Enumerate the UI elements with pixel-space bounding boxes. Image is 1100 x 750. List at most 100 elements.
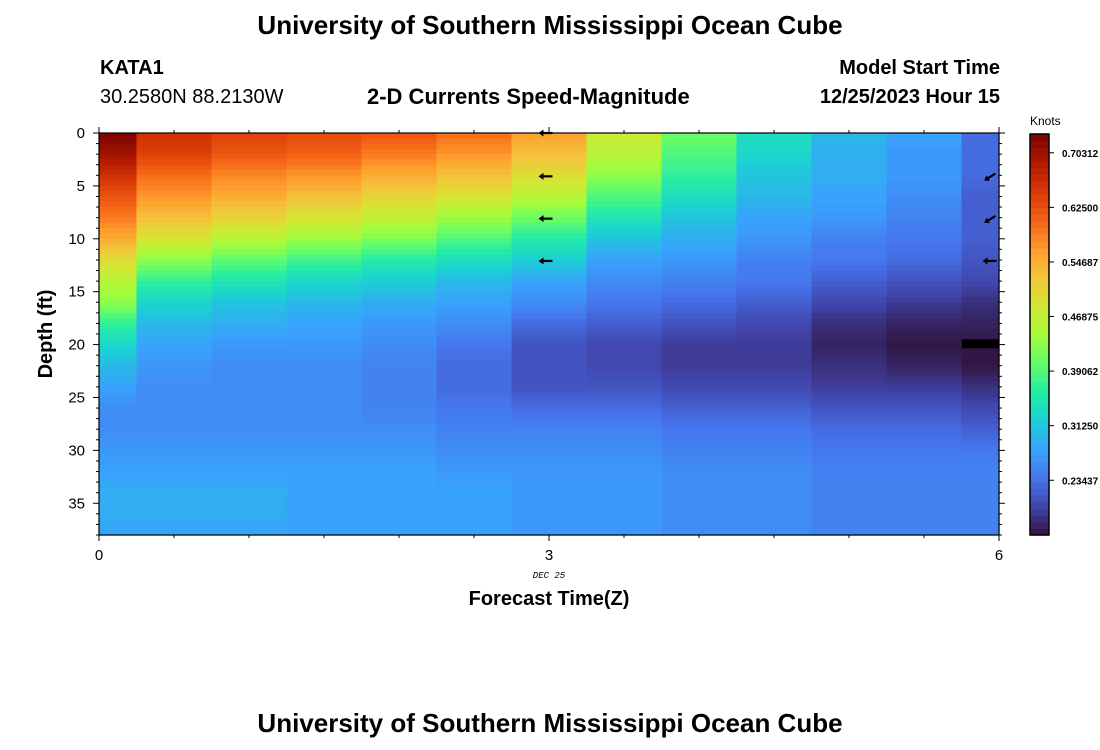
heatmap-cell xyxy=(661,323,738,330)
heatmap-cell xyxy=(811,476,888,483)
heatmap-cell xyxy=(961,249,1000,256)
heatmap-cell xyxy=(736,497,813,504)
heatmap-cell xyxy=(961,175,1000,182)
heatmap-cell xyxy=(961,312,1000,319)
heatmap-cell xyxy=(286,254,363,261)
heatmap-cell xyxy=(211,508,288,515)
colorbar-swatch xyxy=(1030,187,1049,195)
heatmap-cell xyxy=(736,133,813,139)
heatmap-cell xyxy=(136,365,213,372)
colorbar-swatch xyxy=(1030,374,1049,382)
heatmap-cell xyxy=(511,138,588,145)
heatmap-cell xyxy=(586,265,663,272)
heatmap-cell xyxy=(736,233,813,240)
heatmap-cell xyxy=(811,201,888,208)
heatmap-cell xyxy=(511,185,588,192)
heatmap-cell xyxy=(511,413,588,420)
heatmap-cell xyxy=(736,455,813,462)
heatmap-cell xyxy=(99,138,138,145)
heatmap-cell xyxy=(361,312,438,319)
heatmap-cell xyxy=(211,164,288,171)
heatmap-cell xyxy=(99,386,138,393)
heatmap-cell xyxy=(136,244,213,250)
heatmap-cell xyxy=(811,291,888,298)
heatmap-cell xyxy=(736,228,813,235)
heatmap-cell xyxy=(99,170,138,176)
heatmap-cell xyxy=(286,455,363,462)
heatmap-cell xyxy=(886,466,963,473)
heatmap-cell xyxy=(511,450,588,457)
heatmap-cell xyxy=(661,381,738,388)
heatmap-cell xyxy=(286,281,363,287)
heatmap-cell xyxy=(361,138,438,145)
heatmap-cell xyxy=(736,222,813,229)
heatmap-cell xyxy=(811,207,888,213)
heatmap-cell xyxy=(736,159,813,166)
heatmap-cell xyxy=(886,180,963,187)
heatmap-cell xyxy=(586,386,663,393)
colorbar-swatch xyxy=(1030,200,1049,209)
heatmap-cell xyxy=(961,302,1000,309)
heatmap-cell xyxy=(961,529,1000,536)
heatmap-cell xyxy=(811,413,888,420)
heatmap-cell xyxy=(99,185,138,192)
heatmap-cell xyxy=(99,265,138,272)
heatmap-cell xyxy=(811,423,888,430)
heatmap-cell xyxy=(286,323,363,330)
heatmap-cell xyxy=(136,133,213,139)
heatmap-cell xyxy=(811,148,888,155)
heatmap-cell xyxy=(586,196,663,203)
heatmap-cell xyxy=(736,466,813,473)
heatmap-cell xyxy=(511,460,588,467)
heatmap-cell xyxy=(886,371,963,377)
heatmap-cell xyxy=(511,328,588,335)
heatmap-cell xyxy=(136,392,213,399)
heatmap-cell xyxy=(661,328,738,335)
heatmap-cell xyxy=(661,143,738,150)
heatmap-cell xyxy=(361,148,438,155)
heatmap-cell xyxy=(136,143,213,150)
heatmap-cell xyxy=(436,185,513,192)
colorbar-swatch xyxy=(1030,428,1049,436)
heatmap-cell xyxy=(136,302,213,309)
colorbar-swatch xyxy=(1030,327,1049,336)
heatmap-cell xyxy=(661,429,738,436)
heatmap-cell xyxy=(211,334,288,340)
heatmap-cell xyxy=(211,180,288,187)
heatmap-cell xyxy=(886,408,963,414)
heatmap-cell xyxy=(211,381,288,388)
heatmap-cell xyxy=(961,286,1000,293)
heatmap-cell xyxy=(136,201,213,208)
heatmap-cell xyxy=(99,497,138,504)
heatmap-cell xyxy=(886,228,963,235)
heatmap-cell xyxy=(436,503,513,510)
heatmap-cell xyxy=(99,455,138,462)
heatmap-cell xyxy=(136,138,213,145)
heatmap-cell xyxy=(136,423,213,430)
colorbar xyxy=(1030,134,1049,536)
heatmap-cell xyxy=(436,371,513,377)
current-vector-arrow xyxy=(984,214,996,224)
heatmap-cell xyxy=(99,381,138,388)
y-tick-label: 10 xyxy=(68,231,85,248)
heatmap-cell xyxy=(886,524,963,531)
heatmap-cell xyxy=(736,386,813,393)
heatmap-cell xyxy=(211,413,288,420)
heatmap-cell xyxy=(286,460,363,467)
heatmap-cell xyxy=(811,244,888,250)
heatmap-cell xyxy=(99,217,138,224)
heatmap-cell xyxy=(661,508,738,515)
heatmap-cell xyxy=(586,397,663,404)
heatmap-cell xyxy=(736,180,813,187)
heatmap-cell xyxy=(961,508,1000,515)
heatmap-cell xyxy=(736,291,813,298)
heatmap-cell xyxy=(136,439,213,446)
colorbar-swatch xyxy=(1030,260,1049,269)
heatmap-cell xyxy=(361,381,438,388)
heatmap-cell xyxy=(211,529,288,536)
heatmap-cell xyxy=(736,154,813,161)
heatmap-cell xyxy=(211,159,288,166)
page-title: University of Southern Mississippi Ocean… xyxy=(257,10,843,40)
heatmap-cell xyxy=(736,513,813,520)
heatmap-cell xyxy=(736,519,813,526)
